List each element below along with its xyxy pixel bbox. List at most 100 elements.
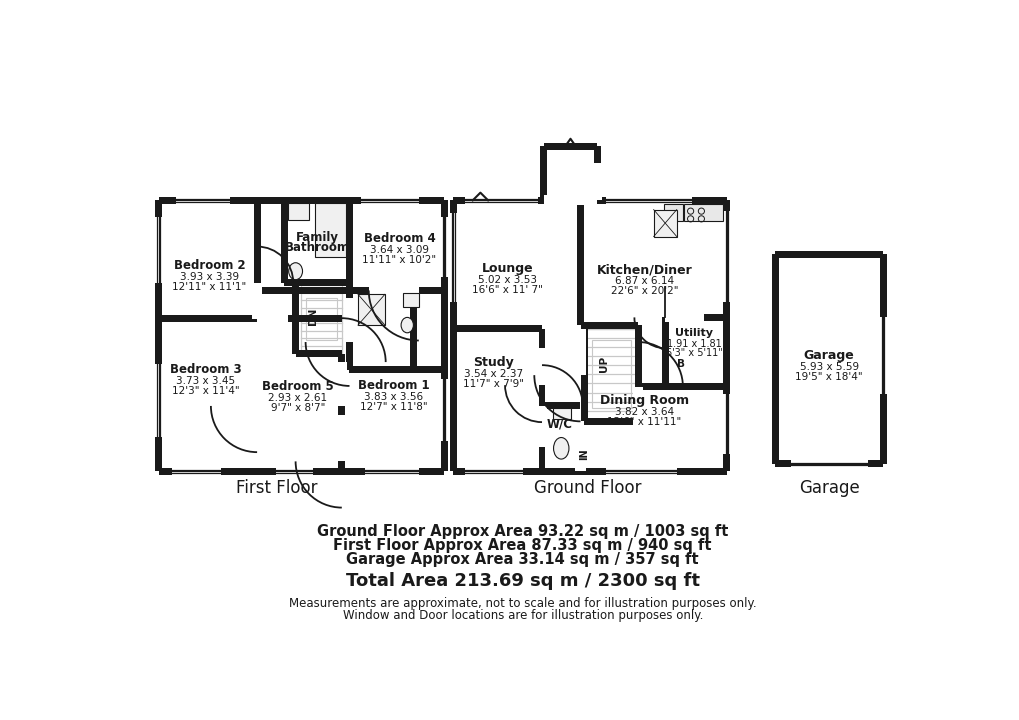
Bar bbox=[439, 379, 448, 441]
Text: 3.83 x 3.56: 3.83 x 3.56 bbox=[364, 392, 423, 402]
Bar bbox=[790, 459, 867, 468]
Bar bbox=[283, 279, 350, 287]
Bar bbox=[158, 197, 444, 204]
Text: 3.54 x 2.37: 3.54 x 2.37 bbox=[464, 369, 523, 379]
Text: 12'6" x 11'11": 12'6" x 11'11" bbox=[606, 417, 681, 427]
Text: 5.02 x 3.53: 5.02 x 3.53 bbox=[477, 276, 536, 285]
Bar bbox=[539, 146, 546, 200]
Bar bbox=[350, 366, 413, 373]
Bar bbox=[453, 325, 541, 333]
Bar bbox=[633, 387, 643, 431]
Text: 6.87 x 6.14: 6.87 x 6.14 bbox=[614, 276, 674, 287]
Bar bbox=[684, 204, 722, 221]
Bar bbox=[453, 197, 727, 204]
Text: 5.93 x 5.59: 5.93 x 5.59 bbox=[799, 362, 858, 372]
Bar bbox=[301, 285, 341, 354]
Bar bbox=[544, 195, 596, 205]
Text: 3.93 x 3.39: 3.93 x 3.39 bbox=[179, 271, 238, 282]
Bar bbox=[254, 200, 260, 319]
Text: Bathroom: Bathroom bbox=[284, 240, 350, 254]
Text: 16'6" x 11' 7": 16'6" x 11' 7" bbox=[472, 285, 542, 295]
Text: Garage: Garage bbox=[803, 349, 854, 362]
Bar bbox=[158, 468, 444, 475]
Text: W/C: W/C bbox=[546, 417, 572, 430]
Text: Garage: Garage bbox=[798, 480, 859, 498]
Bar bbox=[344, 298, 355, 342]
Bar bbox=[252, 360, 262, 406]
Bar bbox=[291, 283, 299, 354]
Bar bbox=[154, 364, 163, 437]
Bar bbox=[287, 315, 341, 323]
Bar bbox=[158, 315, 257, 323]
Bar bbox=[543, 146, 597, 207]
Bar bbox=[543, 143, 597, 150]
Bar bbox=[661, 318, 668, 387]
Text: Bedroom 5: Bedroom 5 bbox=[262, 380, 333, 393]
Bar bbox=[154, 217, 163, 283]
Text: 1.91 x 1.81: 1.91 x 1.81 bbox=[666, 338, 721, 348]
Text: 11'11" x 10'2": 11'11" x 10'2" bbox=[362, 256, 436, 266]
Bar bbox=[403, 293, 419, 307]
Bar bbox=[276, 467, 313, 476]
Text: 19'5" x 18'4": 19'5" x 18'4" bbox=[795, 372, 862, 382]
Bar bbox=[287, 204, 309, 220]
Text: Bedroom 4: Bedroom 4 bbox=[364, 233, 435, 246]
Bar bbox=[575, 437, 585, 472]
Text: UP: UP bbox=[598, 356, 608, 372]
Bar bbox=[549, 153, 591, 207]
Bar bbox=[155, 200, 162, 472]
Bar bbox=[252, 283, 262, 319]
Bar bbox=[176, 196, 230, 204]
Bar bbox=[350, 366, 444, 373]
Text: B: B bbox=[676, 359, 684, 369]
Bar bbox=[336, 415, 346, 462]
Bar bbox=[536, 406, 546, 446]
Bar bbox=[577, 200, 584, 325]
Bar bbox=[439, 217, 448, 277]
Bar bbox=[448, 213, 458, 302]
Bar bbox=[306, 298, 337, 341]
Bar bbox=[361, 196, 419, 204]
Bar bbox=[541, 402, 580, 410]
Bar bbox=[158, 200, 444, 472]
Bar bbox=[721, 395, 731, 454]
Bar bbox=[465, 467, 522, 476]
Bar bbox=[664, 314, 727, 321]
Bar bbox=[593, 146, 600, 200]
Bar bbox=[449, 200, 457, 472]
Bar bbox=[338, 354, 344, 472]
Bar bbox=[580, 325, 587, 421]
Text: 6'3" x 5'11": 6'3" x 5'11" bbox=[665, 348, 722, 358]
Bar bbox=[721, 211, 731, 302]
Bar bbox=[878, 318, 887, 395]
Bar bbox=[605, 196, 692, 204]
Bar bbox=[592, 163, 602, 200]
Bar bbox=[358, 294, 384, 325]
Text: Ground Floor Approx Area 93.22 sq m / 1003 sq ft: Ground Floor Approx Area 93.22 sq m / 10… bbox=[317, 524, 728, 539]
Bar bbox=[634, 325, 641, 421]
Text: Garage Approx Area 33.14 sq m / 357 sq ft: Garage Approx Area 33.14 sq m / 357 sq f… bbox=[346, 552, 698, 567]
Bar bbox=[575, 329, 585, 375]
Text: 12'11" x 11'1": 12'11" x 11'1" bbox=[172, 282, 247, 292]
Text: DN: DN bbox=[308, 307, 318, 325]
Bar bbox=[345, 200, 353, 290]
Bar bbox=[365, 467, 419, 476]
Bar bbox=[774, 460, 882, 467]
Text: Ground Floor: Ground Floor bbox=[534, 480, 641, 498]
Bar bbox=[280, 200, 287, 283]
Ellipse shape bbox=[400, 318, 413, 333]
Text: 3.64 x 3.09: 3.64 x 3.09 bbox=[370, 246, 429, 256]
Bar bbox=[296, 350, 341, 357]
Bar bbox=[536, 348, 546, 385]
Text: 3.73 x 3.45: 3.73 x 3.45 bbox=[175, 377, 234, 387]
Bar bbox=[315, 204, 345, 257]
Ellipse shape bbox=[553, 438, 569, 459]
Text: Kitchen/Diner: Kitchen/Diner bbox=[596, 263, 692, 276]
Bar bbox=[453, 200, 727, 472]
Bar bbox=[771, 254, 779, 464]
Bar bbox=[638, 383, 727, 390]
Bar bbox=[584, 322, 638, 328]
Text: Total Area 213.69 sq m / 2300 sq ft: Total Area 213.69 sq m / 2300 sq ft bbox=[345, 572, 699, 590]
Bar bbox=[465, 196, 538, 204]
Text: Dining Room: Dining Room bbox=[599, 394, 688, 407]
